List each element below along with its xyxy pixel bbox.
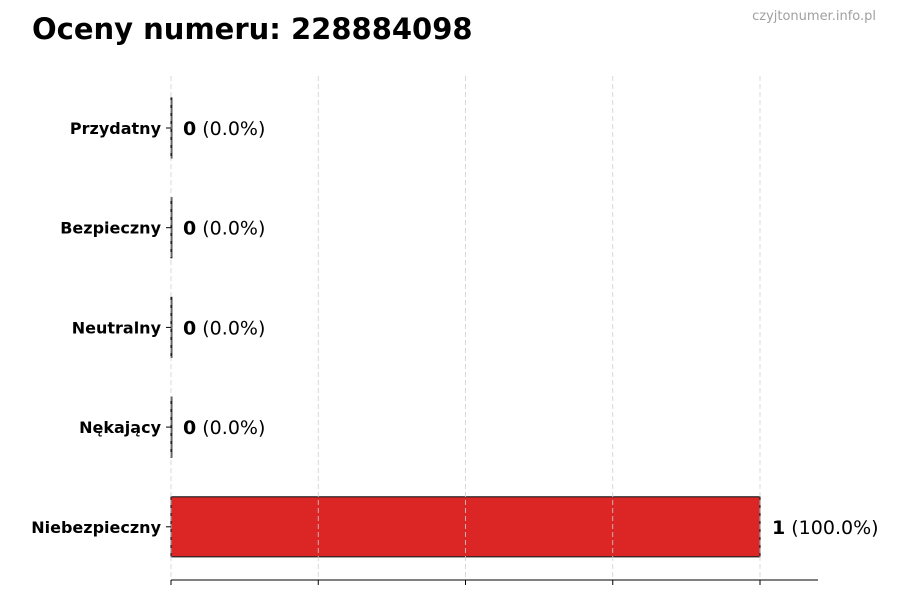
value-count: 0 (183, 218, 196, 240)
value-label: 0 (0.0%) (183, 218, 265, 240)
value-percent: (0.0%) (196, 218, 265, 240)
value-label: 0 (0.0%) (183, 317, 265, 339)
value-percent: (0.0%) (196, 417, 265, 439)
value-percent: (0.0%) (196, 118, 265, 140)
category-label: Nękający (79, 418, 161, 437)
watermark: czyjtonumer.info.pl (752, 9, 876, 24)
category-label: Niebezpieczny (31, 518, 161, 537)
value-label: 0 (0.0%) (183, 118, 265, 140)
category-label: Przydatny (70, 119, 162, 138)
chart-title: Oceny numeru: 228884098 (32, 12, 473, 46)
value-count: 1 (772, 517, 785, 539)
value-label: 1 (100.0%) (772, 517, 879, 539)
value-percent: (100.0%) (785, 517, 878, 539)
value-label: 0 (0.0%) (183, 417, 265, 439)
value-count: 0 (183, 118, 196, 140)
value-count: 0 (183, 417, 196, 439)
category-label: Neutralny (72, 318, 162, 337)
value-count: 0 (183, 317, 196, 339)
category-label: Bezpieczny (60, 219, 161, 238)
value-percent: (0.0%) (196, 317, 265, 339)
